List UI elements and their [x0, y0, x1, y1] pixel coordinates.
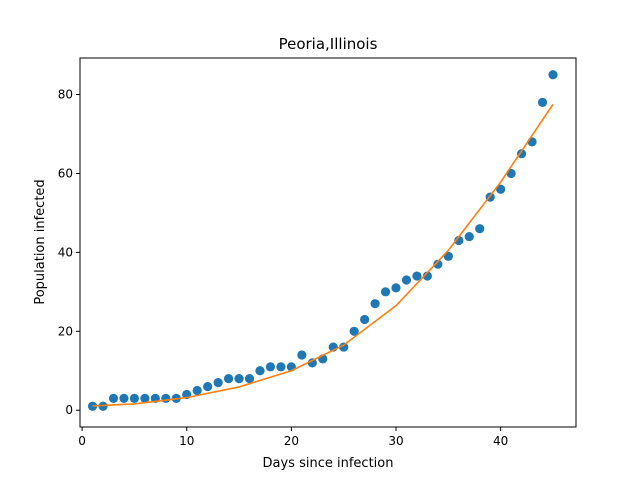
data-point [391, 283, 401, 293]
x-tick-label: 30 [388, 434, 403, 448]
data-point [360, 314, 370, 325]
x-axis: 0 10 20 30 40 [78, 427, 508, 448]
data-point [307, 358, 317, 368]
chart-title: Peoria,Illinois [279, 35, 378, 53]
x-axis-label: Days since infection [263, 456, 394, 471]
data-point [422, 271, 433, 281]
plot-frame [79, 57, 577, 428]
x-tick-label: 40 [493, 434, 508, 448]
data-point [464, 231, 474, 242]
data-point [349, 326, 359, 336]
data-point [454, 235, 464, 246]
data-point [412, 271, 422, 281]
data-point [265, 362, 276, 372]
data-point [537, 97, 548, 107]
data-point [234, 374, 244, 384]
y-axis: 0 20 40 60 80 [58, 88, 80, 417]
data-point [192, 385, 202, 396]
data-point [129, 393, 140, 403]
data-point [339, 342, 349, 352]
data-point [401, 275, 412, 285]
data-point [108, 393, 119, 403]
data-point [527, 137, 537, 147]
data-point [203, 381, 213, 392]
data-point [161, 393, 171, 403]
plot-area [87, 70, 558, 411]
data-point [140, 393, 150, 403]
data-point [496, 184, 506, 194]
fit-line [92, 103, 554, 407]
data-point [255, 366, 265, 376]
data-point [433, 259, 443, 269]
x-tick-label: 0 [78, 434, 86, 448]
data-point [87, 401, 98, 411]
x-tick-label: 20 [284, 434, 299, 448]
data-point [223, 374, 234, 384]
y-tick-label: 60 [58, 166, 73, 180]
y-axis-label: Population infected [33, 179, 48, 304]
data-point [516, 149, 527, 159]
data-point [276, 362, 286, 372]
data-point [213, 378, 223, 388]
data-point [380, 287, 391, 297]
data-point [370, 299, 380, 309]
data-point [475, 224, 485, 234]
y-tick-label: 20 [58, 324, 73, 338]
data-point [548, 70, 558, 80]
data-point [98, 401, 108, 411]
x-tick-label: 10 [179, 434, 194, 448]
data-point [443, 251, 453, 261]
data-point [297, 350, 307, 360]
y-tick-label: 80 [58, 88, 73, 102]
data-point [119, 393, 129, 403]
y-tick-label: 40 [58, 245, 73, 259]
y-tick-label: 0 [65, 403, 73, 417]
data-point [244, 374, 255, 384]
